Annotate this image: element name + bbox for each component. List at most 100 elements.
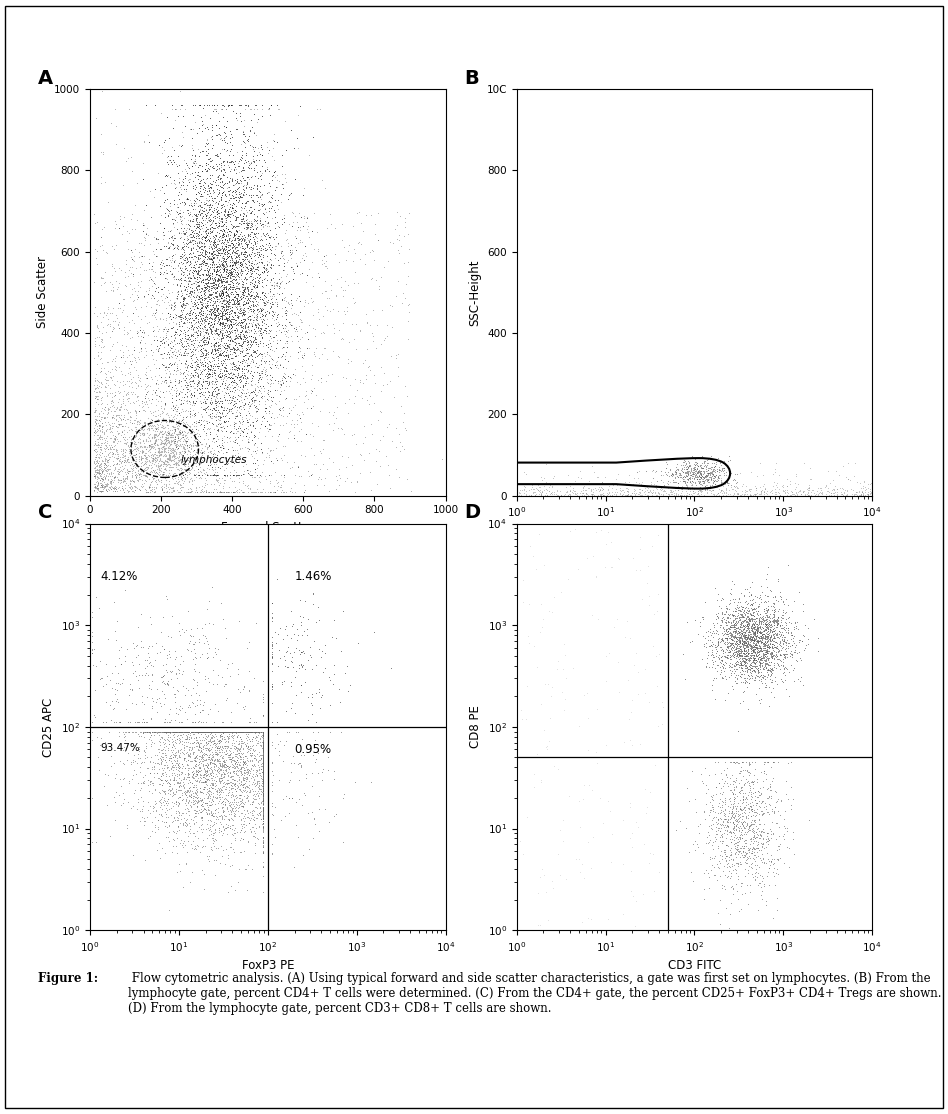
Point bbox=[210, 280, 225, 297]
Point bbox=[185, 723, 200, 741]
Point bbox=[94, 462, 109, 480]
Point bbox=[723, 647, 738, 665]
Point bbox=[728, 634, 743, 652]
Point bbox=[763, 622, 778, 639]
Point bbox=[723, 878, 738, 896]
Point bbox=[851, 482, 866, 500]
Point bbox=[256, 723, 271, 741]
Point bbox=[171, 424, 186, 442]
Point bbox=[138, 723, 154, 741]
Point bbox=[746, 620, 761, 638]
Point bbox=[272, 399, 287, 417]
Point bbox=[214, 232, 229, 250]
Point bbox=[88, 411, 103, 429]
Point bbox=[218, 421, 233, 439]
Point bbox=[173, 468, 189, 486]
Point bbox=[220, 245, 235, 263]
Point bbox=[157, 446, 173, 463]
Point bbox=[235, 749, 250, 766]
Point bbox=[571, 792, 586, 810]
Point bbox=[738, 615, 754, 633]
Point bbox=[186, 281, 201, 299]
Point bbox=[718, 667, 733, 685]
Point bbox=[178, 723, 193, 741]
Point bbox=[864, 483, 879, 501]
Point bbox=[173, 773, 188, 791]
Point bbox=[184, 334, 199, 352]
Point bbox=[176, 723, 191, 741]
Point bbox=[556, 811, 571, 829]
Point bbox=[669, 460, 684, 478]
Point bbox=[715, 829, 730, 847]
Point bbox=[209, 470, 224, 488]
Point bbox=[157, 782, 173, 800]
Point bbox=[118, 440, 133, 458]
Point bbox=[728, 616, 743, 634]
Point bbox=[88, 833, 103, 851]
Point bbox=[192, 723, 208, 741]
Point bbox=[246, 756, 262, 774]
Point bbox=[202, 201, 217, 218]
Point bbox=[711, 811, 726, 829]
Point bbox=[173, 411, 189, 429]
Point bbox=[249, 307, 264, 325]
Point bbox=[191, 233, 207, 251]
Point bbox=[138, 342, 154, 360]
Point bbox=[207, 723, 222, 741]
Point bbox=[714, 819, 729, 837]
Point bbox=[757, 620, 773, 638]
Point bbox=[97, 423, 112, 441]
Point bbox=[203, 723, 218, 741]
Point bbox=[259, 444, 274, 462]
Point bbox=[218, 780, 233, 798]
Point bbox=[253, 323, 268, 341]
Point bbox=[84, 641, 100, 658]
Point bbox=[91, 475, 106, 492]
Point bbox=[222, 723, 237, 741]
Point bbox=[204, 300, 219, 317]
Point bbox=[177, 723, 192, 741]
Point bbox=[155, 440, 170, 458]
Point bbox=[179, 743, 194, 761]
Point bbox=[719, 616, 734, 634]
Point bbox=[264, 189, 280, 207]
Point bbox=[256, 688, 271, 706]
Point bbox=[187, 413, 202, 431]
Point bbox=[236, 427, 251, 444]
Point bbox=[735, 658, 750, 676]
Point bbox=[721, 851, 737, 869]
Point bbox=[235, 285, 250, 303]
Point bbox=[233, 821, 248, 839]
Point bbox=[236, 117, 251, 135]
Point bbox=[133, 463, 148, 481]
Point bbox=[196, 723, 211, 741]
Point bbox=[174, 665, 190, 683]
Point bbox=[173, 172, 189, 189]
Point bbox=[223, 168, 238, 186]
Point bbox=[185, 153, 200, 170]
Point bbox=[225, 743, 240, 761]
Point bbox=[157, 371, 173, 389]
Point bbox=[203, 169, 218, 187]
Point bbox=[248, 763, 264, 781]
Point bbox=[748, 863, 763, 881]
Point bbox=[645, 487, 660, 505]
Point bbox=[184, 372, 199, 390]
Point bbox=[611, 550, 627, 568]
Point bbox=[205, 247, 220, 265]
Point bbox=[256, 800, 271, 818]
Point bbox=[735, 604, 750, 622]
Point bbox=[208, 345, 223, 363]
Point bbox=[247, 828, 263, 846]
Point bbox=[181, 457, 196, 475]
Point bbox=[208, 723, 223, 741]
Point bbox=[195, 784, 210, 802]
Point bbox=[827, 477, 842, 495]
Point bbox=[769, 645, 784, 663]
Point bbox=[745, 834, 760, 852]
Point bbox=[207, 808, 222, 825]
Point bbox=[92, 417, 107, 434]
Point bbox=[107, 398, 122, 416]
Point bbox=[760, 627, 775, 645]
Point bbox=[755, 890, 770, 908]
